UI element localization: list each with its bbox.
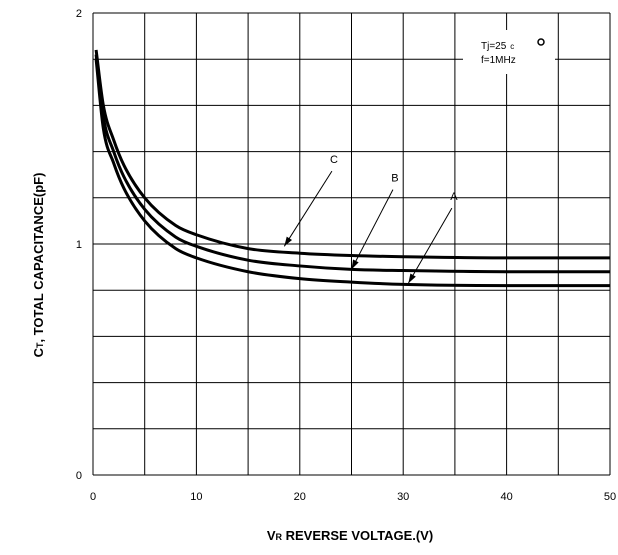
x-tick-label: 10 (190, 491, 202, 503)
conditions-note: Tj=25 c f=1MHz (463, 30, 555, 74)
curve-annotations: A B C (283, 154, 458, 284)
y-tick-label: 1 (76, 239, 82, 251)
x-tick-label: 30 (397, 491, 409, 503)
arrow-head-c (284, 236, 293, 247)
arrow-b (351, 189, 394, 270)
y-tick-label: 0 (76, 470, 82, 482)
grid (92, 12, 611, 476)
x-tick-label: 40 (500, 491, 512, 503)
y-tick-label: 2 (76, 8, 82, 20)
curve-c (94, 49, 610, 260)
x-axis-title: VR REVERSE VOLTAGE.(V) (267, 528, 433, 543)
arrow-a (407, 207, 453, 284)
curve-a (94, 59, 610, 288)
curve-b (94, 54, 610, 274)
x-tick-label: 50 (604, 491, 616, 503)
curves (94, 49, 610, 288)
arrow-head-a (408, 273, 416, 284)
x-tick-label: 20 (294, 491, 306, 503)
junction-temperature-label: Tj=25 c (481, 41, 514, 52)
conditions-note-background (463, 30, 555, 74)
arrow-head-b (351, 259, 359, 270)
degree-symbol-icon (537, 38, 545, 46)
frequency-label: f=1MHz (481, 55, 516, 66)
x-tick-label: 0 (90, 491, 96, 503)
curve-label-a: A (450, 191, 458, 203)
curve-label-b: B (391, 173, 398, 185)
tick-labels: 0 10 20 30 40 50 0 1 2 (76, 8, 616, 503)
y-axis-title: CT, TOTAL CAPACITANCE(pF) (31, 173, 46, 358)
arrow-c (283, 170, 333, 247)
curve-label-c: C (330, 154, 338, 166)
